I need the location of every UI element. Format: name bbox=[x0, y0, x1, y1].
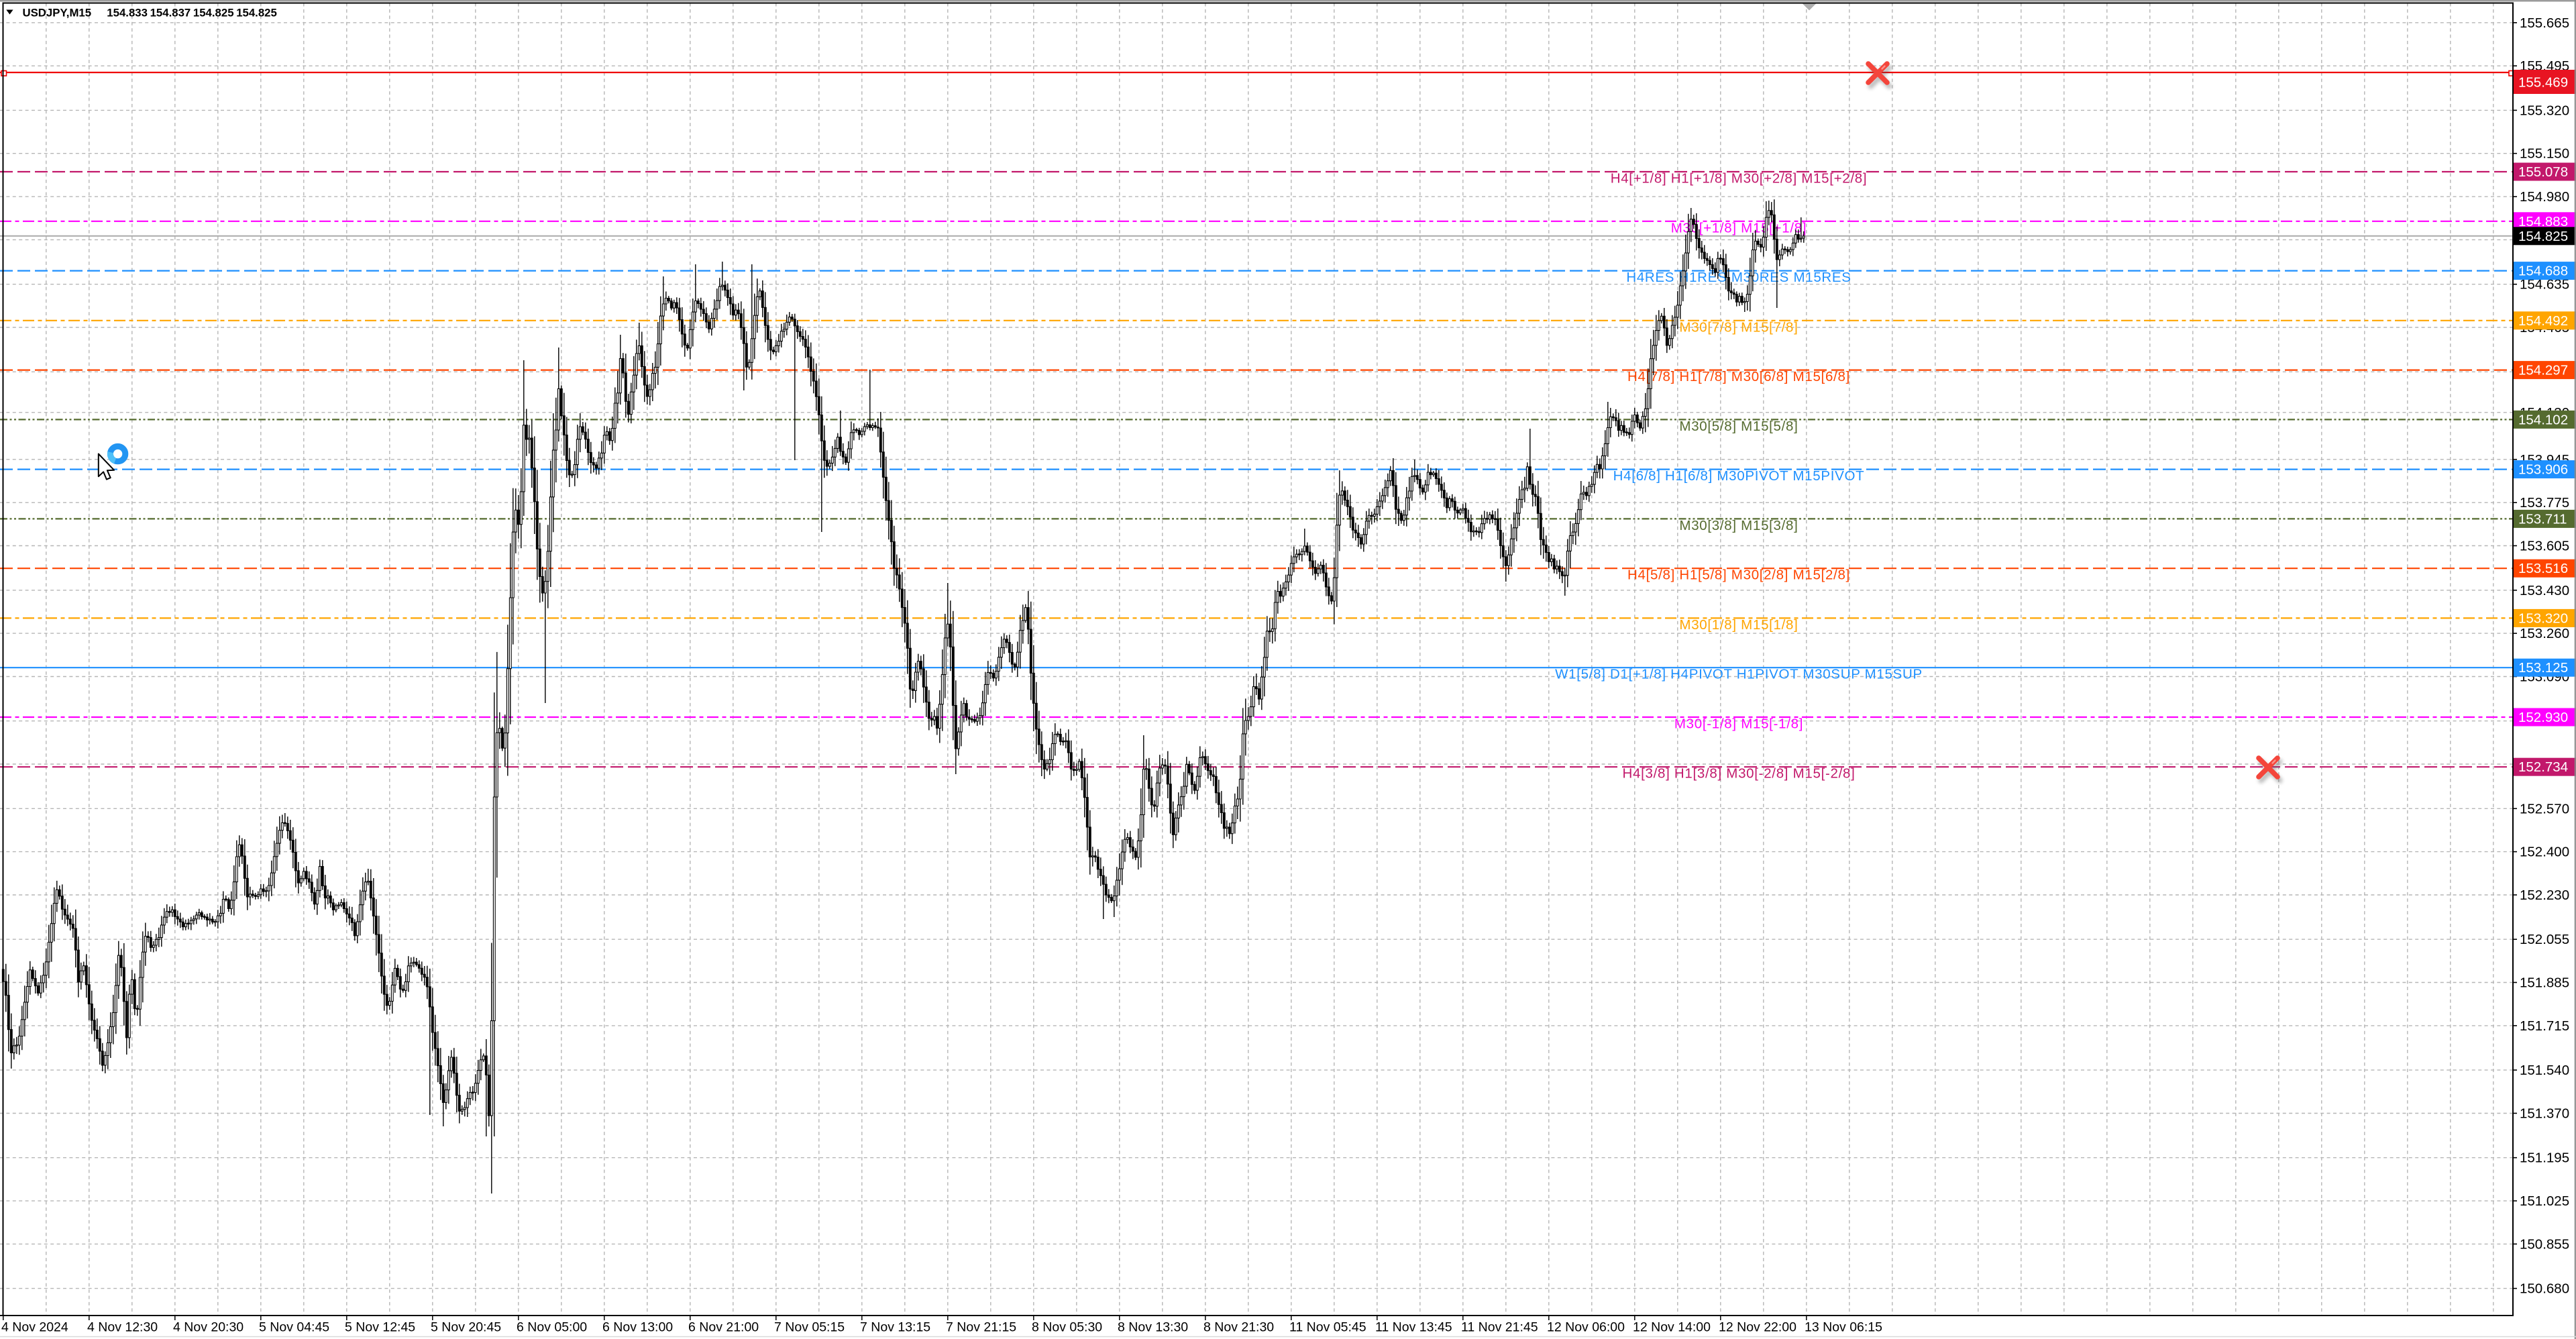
svg-text:H4[7/8] H1[7/8] M30[6/8] M15[6: H4[7/8] H1[7/8] M30[6/8] M15[6/8] bbox=[1627, 369, 1850, 384]
svg-text:151.540: 151.540 bbox=[2520, 1063, 2569, 1078]
svg-text:12 Nov 22:00: 12 Nov 22:00 bbox=[1719, 1320, 1796, 1335]
svg-text:153.430: 153.430 bbox=[2520, 583, 2569, 598]
svg-text:13 Nov 06:15: 13 Nov 06:15 bbox=[1805, 1320, 1882, 1335]
svg-text:154.833: 154.833 bbox=[107, 7, 148, 19]
svg-text:153.775: 153.775 bbox=[2520, 495, 2569, 511]
svg-text:152.230: 152.230 bbox=[2520, 888, 2569, 903]
svg-text:8 Nov 13:30: 8 Nov 13:30 bbox=[1118, 1320, 1188, 1335]
svg-text:154.102: 154.102 bbox=[2518, 412, 2568, 427]
svg-text:11 Nov 05:45: 11 Nov 05:45 bbox=[1289, 1320, 1366, 1335]
svg-text:154.635: 154.635 bbox=[2520, 277, 2569, 292]
svg-text:12 Nov 06:00: 12 Nov 06:00 bbox=[1547, 1320, 1625, 1335]
svg-text:155.320: 155.320 bbox=[2520, 103, 2569, 118]
svg-text:152.734: 152.734 bbox=[2518, 759, 2568, 775]
svg-text:152.570: 152.570 bbox=[2520, 801, 2569, 816]
svg-text:4 Nov 12:30: 4 Nov 12:30 bbox=[87, 1320, 158, 1335]
svg-text:11 Nov 21:45: 11 Nov 21:45 bbox=[1461, 1320, 1538, 1335]
svg-text:150.855: 150.855 bbox=[2520, 1236, 2569, 1252]
svg-text:H4[6/8] H1[6/8] M30PIVOT M15PI: H4[6/8] H1[6/8] M30PIVOT M15PIVOT bbox=[1613, 468, 1865, 484]
svg-text:5 Nov 20:45: 5 Nov 20:45 bbox=[431, 1320, 501, 1335]
svg-text:154.297: 154.297 bbox=[2518, 363, 2568, 378]
svg-text:M30[7/8] M15[7/8]: M30[7/8] M15[7/8] bbox=[1679, 319, 1798, 335]
svg-text:155.150: 155.150 bbox=[2520, 146, 2569, 162]
svg-text:M30[+1/8] M15[+1/8]: M30[+1/8] M15[+1/8] bbox=[1671, 220, 1807, 235]
svg-text:H4[5/8] H1[5/8] M30[2/8] M15[2: H4[5/8] H1[5/8] M30[2/8] M15[2/8] bbox=[1627, 568, 1850, 583]
svg-text:155.665: 155.665 bbox=[2520, 15, 2569, 31]
svg-text:154.837: 154.837 bbox=[150, 7, 191, 19]
svg-text:153.605: 153.605 bbox=[2520, 539, 2569, 554]
svg-text:M30[-1/8] M15[-1/8]: M30[-1/8] M15[-1/8] bbox=[1674, 716, 1803, 732]
svg-text:150.680: 150.680 bbox=[2520, 1281, 2569, 1297]
svg-text:8 Nov 05:30: 8 Nov 05:30 bbox=[1032, 1320, 1102, 1335]
svg-text:6 Nov 05:00: 6 Nov 05:00 bbox=[517, 1320, 587, 1335]
svg-text:153.260: 153.260 bbox=[2520, 626, 2569, 641]
svg-text:8 Nov 21:30: 8 Nov 21:30 bbox=[1203, 1320, 1274, 1335]
svg-text:M30[5/8] M15[5/8]: M30[5/8] M15[5/8] bbox=[1679, 419, 1798, 434]
svg-text:153.711: 153.711 bbox=[2518, 511, 2567, 527]
svg-text:H4[3/8] H1[3/8] M30[-2/8] M15[: H4[3/8] H1[3/8] M30[-2/8] M15[-2/8] bbox=[1623, 766, 1856, 782]
svg-text:H4[+1/8] H1[+1/8] M30[+2/8] M1: H4[+1/8] H1[+1/8] M30[+2/8] M15[+2/8] bbox=[1611, 171, 1868, 186]
svg-text:155.469: 155.469 bbox=[2518, 75, 2568, 91]
svg-text:154.688: 154.688 bbox=[2518, 264, 2568, 279]
svg-text:M30[1/8] M15[1/8]: M30[1/8] M15[1/8] bbox=[1679, 617, 1798, 633]
svg-text:154.492: 154.492 bbox=[2518, 313, 2568, 329]
svg-text:154.825: 154.825 bbox=[236, 7, 277, 19]
svg-text:151.715: 151.715 bbox=[2520, 1018, 2569, 1034]
svg-text:154.825: 154.825 bbox=[2518, 229, 2568, 244]
svg-text:153.516: 153.516 bbox=[2518, 561, 2568, 576]
svg-text:152.055: 152.055 bbox=[2520, 932, 2569, 947]
svg-text:7 Nov 21:15: 7 Nov 21:15 bbox=[946, 1320, 1016, 1335]
svg-text:11 Nov 13:45: 11 Nov 13:45 bbox=[1375, 1320, 1452, 1335]
svg-text:153.320: 153.320 bbox=[2518, 610, 2568, 626]
svg-text:7 Nov 05:15: 7 Nov 05:15 bbox=[774, 1320, 845, 1335]
svg-text:154.883: 154.883 bbox=[2518, 214, 2568, 229]
svg-text:M30[3/8] M15[3/8]: M30[3/8] M15[3/8] bbox=[1679, 518, 1798, 533]
svg-text:153.906: 153.906 bbox=[2518, 462, 2568, 478]
svg-text:4 Nov 20:30: 4 Nov 20:30 bbox=[173, 1320, 244, 1335]
svg-text:155.078: 155.078 bbox=[2518, 164, 2568, 180]
svg-text:5 Nov 04:45: 5 Nov 04:45 bbox=[259, 1320, 329, 1335]
svg-text:6 Nov 21:00: 6 Nov 21:00 bbox=[688, 1320, 759, 1335]
svg-text:154.825: 154.825 bbox=[193, 7, 234, 19]
svg-text:H4RES H1RES M30RES M15RES: H4RES H1RES M30RES M15RES bbox=[1626, 270, 1851, 285]
svg-text:W1[5/8] D1[+1/8] H4PIVOT H1PIV: W1[5/8] D1[+1/8] H4PIVOT H1PIVOT M30SUP … bbox=[1555, 667, 1923, 682]
svg-text:151.195: 151.195 bbox=[2520, 1150, 2569, 1166]
svg-text:151.370: 151.370 bbox=[2520, 1106, 2569, 1122]
svg-text:USDJPY,M15: USDJPY,M15 bbox=[23, 7, 92, 19]
svg-text:12 Nov 14:00: 12 Nov 14:00 bbox=[1633, 1320, 1711, 1335]
svg-text:4 Nov 2024: 4 Nov 2024 bbox=[1, 1320, 68, 1335]
svg-text:152.400: 152.400 bbox=[2520, 845, 2569, 860]
svg-text:7 Nov 13:15: 7 Nov 13:15 bbox=[860, 1320, 930, 1335]
svg-text:153.125: 153.125 bbox=[2518, 660, 2568, 676]
svg-text:151.025: 151.025 bbox=[2520, 1193, 2569, 1209]
svg-text:6 Nov 13:00: 6 Nov 13:00 bbox=[602, 1320, 673, 1335]
svg-text:151.885: 151.885 bbox=[2520, 975, 2569, 991]
svg-text:154.980: 154.980 bbox=[2520, 189, 2569, 205]
svg-text:5 Nov 12:45: 5 Nov 12:45 bbox=[345, 1320, 415, 1335]
svg-text:152.930: 152.930 bbox=[2518, 710, 2568, 725]
